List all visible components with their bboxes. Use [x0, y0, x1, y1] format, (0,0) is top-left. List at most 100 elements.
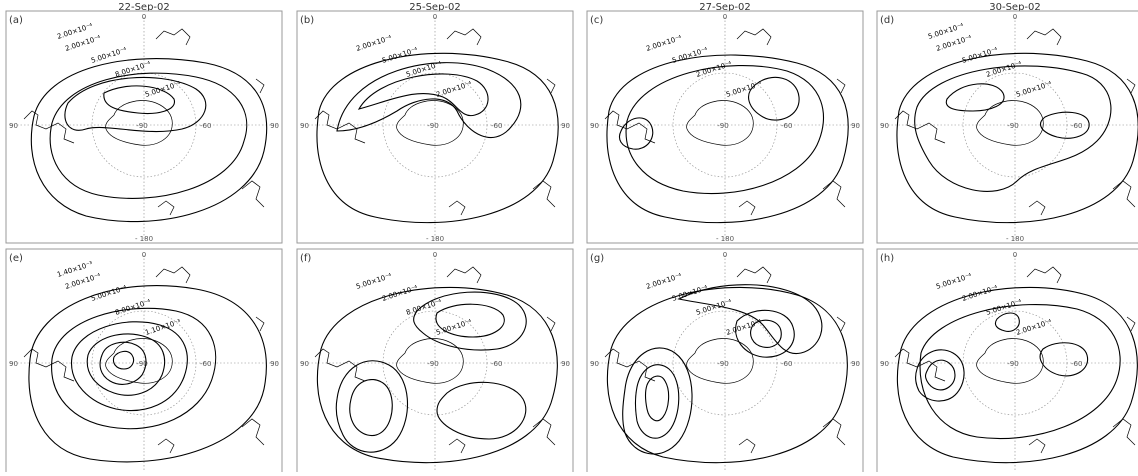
contour-line — [71, 321, 188, 412]
contour-line — [436, 381, 527, 440]
contour-line — [896, 286, 1138, 464]
lat-label-center: -90 — [1007, 122, 1018, 130]
lat-label-center: -90 — [1007, 360, 1018, 368]
panel-grid: (a) 090 90- 180-90 -602.00×10⁻⁴5.00×10⁻⁴8.0… — [5, 10, 1138, 476]
date-title-4: 30-Sep-02 — [989, 2, 1041, 13]
coastline — [604, 266, 846, 454]
lon-label-left: 90 — [880, 122, 889, 130]
lat-label-center: -90 — [427, 360, 438, 368]
contour-line — [750, 319, 782, 348]
lon-label-top: 0 — [1013, 251, 1017, 259]
panel-label: (f) — [300, 253, 311, 264]
lat-label-inner: -60 — [1071, 360, 1082, 368]
antarctica-coastline — [396, 338, 464, 384]
contour-line — [945, 83, 1005, 112]
contour-line — [51, 307, 217, 430]
contour-line — [349, 379, 393, 437]
panel-label: (h) — [880, 253, 894, 264]
lon-label-right: 90 — [851, 122, 860, 130]
contour-line — [994, 312, 1020, 332]
lon-label-bottom: - 180 — [426, 235, 444, 243]
latitude-circle — [962, 72, 1068, 178]
contour-line — [606, 54, 849, 224]
lat-label-inner: -60 — [1071, 122, 1082, 130]
contour-line — [103, 85, 175, 115]
lat-label-center: -90 — [717, 122, 728, 130]
antarctica-coastline — [976, 338, 1044, 384]
contour-line — [606, 286, 848, 464]
lon-label-top: 0 — [433, 251, 437, 259]
lon-label-left: 90 — [9, 360, 18, 368]
contour-line — [28, 285, 267, 463]
lon-label-top: 0 — [433, 13, 437, 21]
contour-line — [622, 347, 693, 455]
panel-label: (b) — [300, 15, 314, 26]
latitude-circle — [962, 310, 1068, 416]
lon-label-left: 90 — [9, 122, 18, 130]
date-title-2: 25-Sep-02 — [409, 2, 461, 13]
lon-label-bottom: - 180 — [716, 235, 734, 243]
contour-line — [735, 309, 795, 358]
panel-label: (e) — [9, 253, 23, 264]
contour-line — [1039, 342, 1089, 377]
contour-line — [316, 286, 558, 464]
latitude-circle — [91, 72, 197, 178]
contour-line — [924, 359, 956, 391]
contour-line — [914, 65, 1112, 192]
contour-line — [413, 291, 527, 351]
lon-label-bottom: - 180 — [1006, 235, 1024, 243]
coastline — [604, 28, 846, 216]
lat-label-center: -90 — [136, 360, 147, 368]
coastline — [894, 28, 1136, 216]
contour-line — [316, 52, 559, 224]
coastline — [314, 266, 556, 454]
panel-c: (c) 090 90- 180-90 -602.00×10⁻⁴5.00×10⁻⁴2.0… — [586, 10, 864, 244]
date-title-1: 22-Sep-02 — [118, 2, 170, 13]
contour-line — [915, 349, 965, 402]
contour-line — [30, 58, 268, 223]
contour-line — [336, 62, 522, 138]
lat-label-center: -90 — [427, 122, 438, 130]
panel-label: (c) — [590, 15, 603, 26]
lon-label-left: 90 — [300, 122, 309, 130]
contour-line — [748, 76, 800, 121]
lat-label-inner: -60 — [200, 360, 211, 368]
date-title-3: 27-Sep-02 — [699, 2, 751, 13]
antarctica-coastline — [686, 100, 754, 146]
coastline — [23, 28, 265, 216]
contour-line — [86, 333, 166, 396]
date-titles: 22-Sep-02 25-Sep-02 27-Sep-02 30-Sep-02 — [118, 2, 1041, 13]
latitude-circle — [91, 310, 197, 416]
lon-label-right: 90 — [561, 360, 570, 368]
panel-b: (b) 090 90- 180-90 -602.00×10⁻⁴5.00×10⁻⁴5.0… — [296, 10, 574, 244]
contour-line — [896, 52, 1138, 224]
panel-label: (g) — [590, 253, 604, 264]
contour-line — [618, 117, 654, 150]
contour-line — [99, 341, 147, 385]
lat-label-inner: -60 — [491, 122, 502, 130]
contour-line — [677, 284, 823, 355]
antarctica-coastline — [976, 100, 1044, 146]
lon-label-left: 90 — [590, 122, 599, 130]
lon-label-left: 90 — [300, 360, 309, 368]
lon-label-top: 0 — [142, 251, 146, 259]
lat-label-inner: -60 — [781, 122, 792, 130]
antarctica-coastline — [396, 100, 464, 146]
lat-label-center: -90 — [136, 122, 147, 130]
lat-label-inner: -60 — [200, 122, 211, 130]
lat-label-center: -90 — [717, 360, 728, 368]
panel-label: (a) — [9, 15, 23, 26]
contour-line — [64, 77, 207, 133]
lon-label-right: 90 — [270, 360, 279, 368]
lat-label-inner: -60 — [781, 360, 792, 368]
latitude-circle — [382, 72, 488, 178]
lon-label-right: 90 — [561, 122, 570, 130]
latitude-circle — [382, 310, 488, 416]
lat-label-inner: -60 — [491, 360, 502, 368]
